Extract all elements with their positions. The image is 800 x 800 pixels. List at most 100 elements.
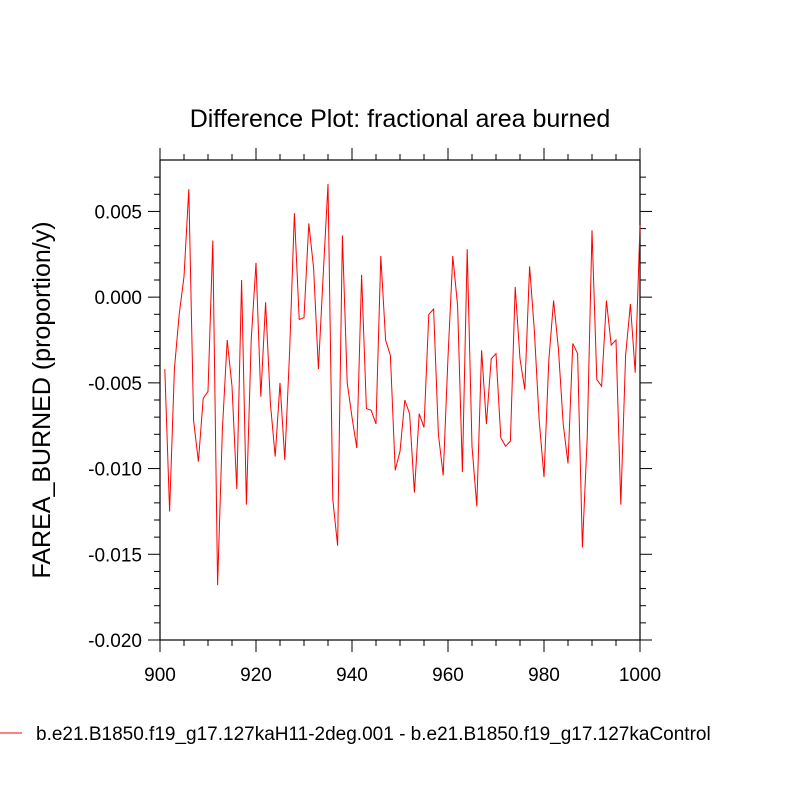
data-point: [591, 230, 592, 231]
data-point: [395, 470, 396, 471]
data-point: [212, 240, 213, 241]
y-tick-label: 0.005: [94, 202, 142, 223]
data-point: [361, 274, 362, 275]
x-tick-labels: 900 920 940 960 980 1000: [144, 665, 661, 686]
data-point: [543, 477, 544, 478]
data-point: [246, 504, 247, 505]
data-point: [327, 183, 328, 184]
data-point: [476, 506, 477, 507]
data-point: [611, 345, 612, 346]
data-point: [385, 339, 386, 340]
data-point: [347, 382, 348, 383]
data-point: [198, 461, 199, 462]
y-tick-label: -0.005: [88, 374, 142, 395]
series-layer: [164, 183, 641, 586]
data-points-layer: [164, 183, 640, 585]
legend-label: b.e21.B1850.f19_g17.127kaH11-2deg.001 - …: [36, 724, 711, 745]
x-tick-label: 960: [432, 665, 464, 686]
data-point: [270, 403, 271, 404]
data-point: [414, 492, 415, 493]
data-point: [596, 379, 597, 380]
data-point: [572, 343, 573, 344]
data-point: [577, 353, 578, 354]
data-point: [505, 446, 506, 447]
data-point: [323, 274, 324, 275]
data-point: [332, 499, 333, 500]
data-point: [294, 213, 295, 214]
data-point: [515, 286, 516, 287]
data-point: [529, 266, 530, 267]
data-point: [471, 446, 472, 447]
data-point: [313, 267, 314, 268]
data-point: [399, 451, 400, 452]
data-point: [164, 369, 165, 370]
data-point: [606, 300, 607, 301]
data-point: [409, 413, 410, 414]
x-tick-label: 920: [240, 665, 272, 686]
x-tick-label: 940: [336, 665, 368, 686]
data-point: [495, 353, 496, 354]
data-point: [563, 423, 564, 424]
data-point: [351, 417, 352, 418]
data-point: [481, 350, 482, 351]
data-point: [625, 355, 626, 356]
data-point: [539, 420, 540, 421]
x-tick-label: 980: [528, 665, 560, 686]
y-tick-label: 0.000: [94, 288, 142, 309]
data-point: [289, 351, 290, 352]
data-point: [308, 223, 309, 224]
data-point: [231, 386, 232, 387]
data-point: [217, 585, 218, 586]
data-point: [524, 389, 525, 390]
data-point: [193, 420, 194, 421]
data-point: [356, 447, 357, 448]
x-tick-label: 900: [144, 665, 176, 686]
data-point: [236, 489, 237, 490]
y-tick-label: -0.015: [88, 545, 142, 566]
data-point: [548, 360, 549, 361]
data-point: [486, 423, 487, 424]
data-point: [491, 358, 492, 359]
data-point: [188, 189, 189, 190]
data-point: [284, 459, 285, 460]
data-point: [510, 441, 511, 442]
data-point: [457, 305, 458, 306]
data-point: [342, 235, 343, 236]
data-point: [275, 456, 276, 457]
data-point: [299, 319, 300, 320]
plot-frame: [159, 159, 641, 641]
data-point: [419, 413, 420, 414]
data-point: [438, 434, 439, 435]
data-point: [390, 355, 391, 356]
data-point: [519, 358, 520, 359]
data-point: [255, 262, 256, 263]
data-point: [337, 545, 338, 546]
data-point: [553, 300, 554, 301]
data-point: [639, 225, 640, 226]
data-point: [615, 339, 616, 340]
data-point: [241, 279, 242, 280]
data-point: [467, 249, 468, 250]
data-point: [183, 276, 184, 277]
data-point: [222, 429, 223, 430]
data-point: [174, 369, 175, 370]
data-point: [318, 369, 319, 370]
data-point: [601, 386, 602, 387]
data-point: [452, 255, 453, 256]
data-point: [279, 382, 280, 383]
data-point: [404, 399, 405, 400]
data-point: [380, 255, 381, 256]
x-tick-label: 1000: [619, 665, 661, 686]
data-point: [169, 511, 170, 512]
series-line: [164, 183, 641, 586]
data-point: [428, 314, 429, 315]
axis-ticks: [148, 148, 652, 652]
data-point: [447, 357, 448, 358]
data-point: [534, 331, 535, 332]
data-point: [203, 398, 204, 399]
data-point: [366, 408, 367, 409]
data-point: [227, 339, 228, 340]
data-point: [375, 423, 376, 424]
data-point: [251, 339, 252, 340]
